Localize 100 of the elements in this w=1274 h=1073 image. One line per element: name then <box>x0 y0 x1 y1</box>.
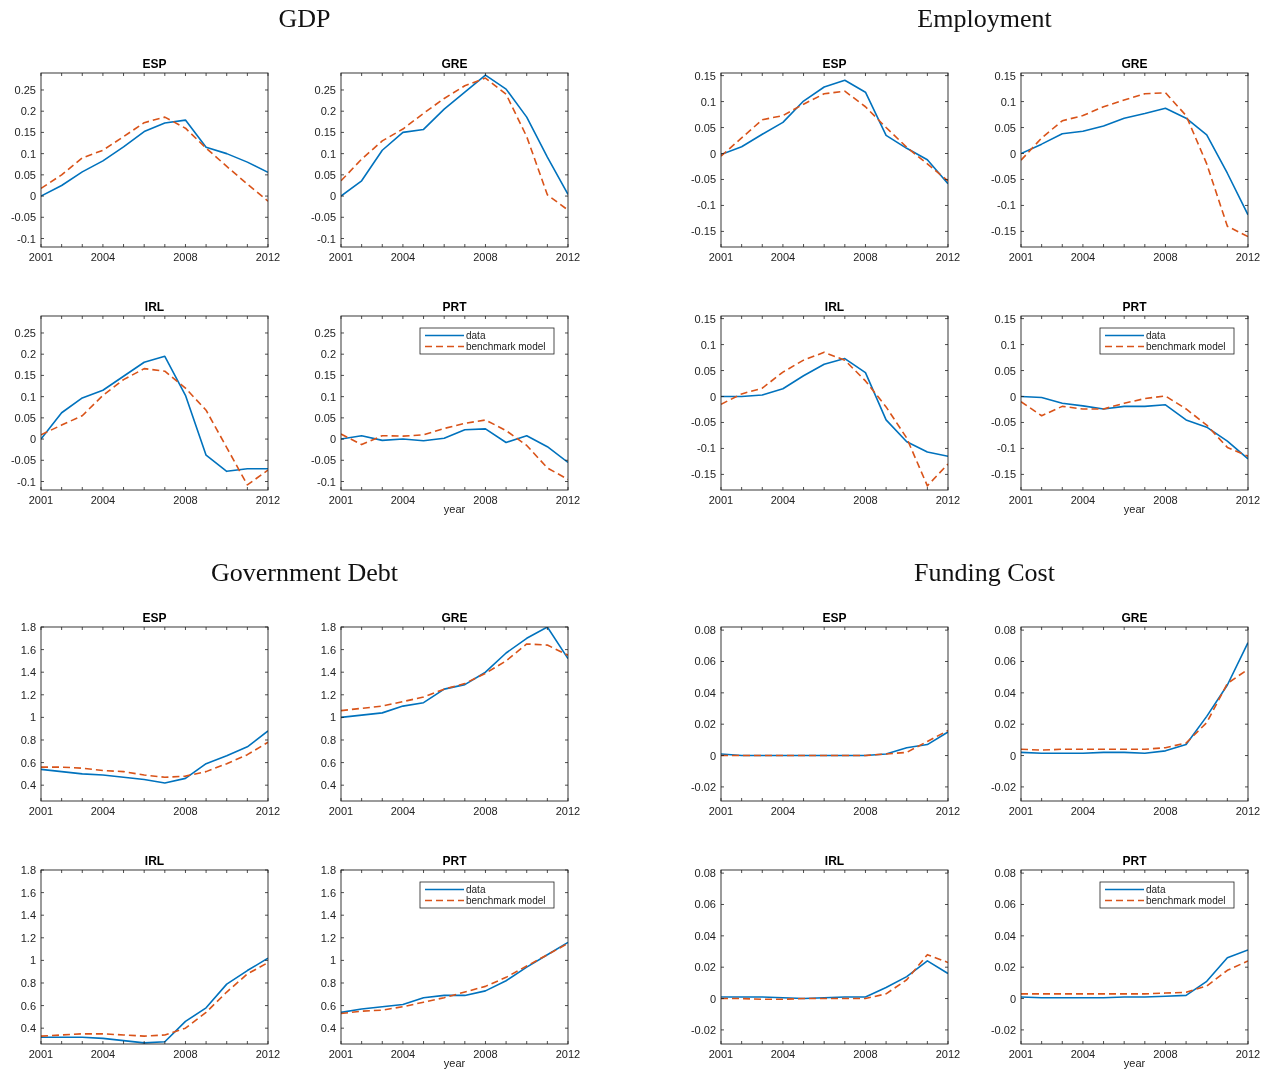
chart-title: GRE <box>441 611 468 625</box>
y-tick-label: -0.1 <box>997 442 1016 455</box>
x-axis-title: year <box>1123 503 1146 515</box>
y-tick-label: 1.2 <box>320 931 336 944</box>
y-tick-label: 0 <box>709 749 716 762</box>
line-series <box>41 741 268 779</box>
y-tick-label: 0.8 <box>320 733 336 746</box>
x-tick-label: 2004 <box>1070 1048 1096 1060</box>
x-tick-label: 2012 <box>935 251 961 263</box>
x-tick-label: 2001 <box>1008 805 1034 817</box>
line-series <box>721 960 948 1000</box>
line-series <box>341 643 568 712</box>
line-series <box>1021 91 1248 238</box>
y-tick-label: 0.05 <box>14 411 36 424</box>
y-tick-label: 0.15 <box>994 312 1016 325</box>
y-tick-label: 1.6 <box>320 643 336 656</box>
y-tick-label: 0.8 <box>20 733 36 746</box>
y-tick-label: 1 <box>29 954 36 967</box>
y-tick-label: 0.4 <box>20 1022 36 1035</box>
x-tick-label: 2008 <box>1153 805 1178 817</box>
y-tick-label: 0.05 <box>314 411 336 424</box>
chart-title: ESP <box>822 611 847 625</box>
y-tick-label: 0.08 <box>694 867 716 880</box>
y-tick-label: 0.15 <box>994 69 1016 82</box>
x-tick-label: 2008 <box>473 251 498 263</box>
y-tick-label: 0.1 <box>320 390 336 403</box>
y-tick-label: 1.8 <box>20 864 36 876</box>
y-tick-label: 0.1 <box>20 390 36 403</box>
y-tick-label: 1.4 <box>20 909 36 922</box>
y-tick-label: 0 <box>709 147 716 160</box>
x-tick-label: 2012 <box>555 251 581 263</box>
x-tick-label: 2004 <box>1070 251 1096 263</box>
chart-title: IRL <box>144 300 165 314</box>
x-tick-label: 2004 <box>90 805 116 817</box>
x-tick-label: 2001 <box>1008 251 1034 263</box>
y-tick-label: -0.15 <box>690 225 716 238</box>
y-tick-label: -0.15 <box>990 468 1016 481</box>
x-tick-label: 2001 <box>28 494 54 506</box>
chart-title: GRE <box>1121 611 1148 625</box>
legend-label: benchmark model <box>466 341 546 352</box>
y-tick-label: 0.04 <box>994 929 1016 942</box>
y-tick-label: -0.1 <box>697 199 716 212</box>
y-tick-label: 0 <box>29 190 36 203</box>
y-tick-label: 0.1 <box>320 147 336 160</box>
x-axis-title: year <box>443 503 466 515</box>
y-tick-label: 0.25 <box>314 326 336 339</box>
x-tick-label: 2001 <box>328 251 354 263</box>
y-tick-label: 0.2 <box>320 105 336 118</box>
text: Government Debt <box>210 558 399 587</box>
y-tick-label: -0.1 <box>697 442 716 455</box>
chart-title: ESP <box>142 611 167 625</box>
x-tick-label: 2008 <box>853 251 878 263</box>
line-series <box>1021 960 1248 995</box>
x-tick-label: 2001 <box>28 251 54 263</box>
x-tick-label: 2012 <box>935 805 961 817</box>
legend-label: data <box>466 884 486 895</box>
y-tick-label: 0.6 <box>320 999 336 1012</box>
y-tick-label: -0.05 <box>690 173 716 186</box>
x-axis-title: year <box>443 1057 466 1069</box>
x-tick-label: 2001 <box>28 1048 54 1060</box>
chart-title: GRE <box>441 57 468 71</box>
text: Employment <box>917 4 1053 33</box>
x-tick-label: 2012 <box>1235 494 1261 506</box>
line-series <box>341 428 568 464</box>
y-tick-label: 0.1 <box>700 338 716 351</box>
y-tick-label: 0.4 <box>20 779 36 792</box>
y-tick-label: 1.2 <box>20 688 36 701</box>
y-tick-label: 0.6 <box>20 756 36 769</box>
x-tick-label: 2012 <box>555 1048 581 1060</box>
x-tick-label: 2012 <box>555 494 581 506</box>
x-tick-label: 2004 <box>770 1048 796 1060</box>
y-tick-label: 0.25 <box>14 83 36 96</box>
y-tick-label: 0.05 <box>694 364 716 377</box>
x-tick-label: 2001 <box>328 494 354 506</box>
y-tick-label: 0.1 <box>700 95 716 108</box>
y-tick-label: 0.02 <box>994 961 1016 974</box>
x-tick-label: 2008 <box>173 805 198 817</box>
x-tick-label: 2001 <box>28 805 54 817</box>
y-tick-label: 0 <box>329 433 336 446</box>
y-tick-label: 0.2 <box>20 105 36 118</box>
x-tick-label: 2008 <box>1153 494 1178 506</box>
x-tick-label: 2001 <box>328 805 354 817</box>
y-tick-label: 0.08 <box>994 867 1016 880</box>
x-tick-label: 2008 <box>853 805 878 817</box>
y-tick-label: -0.05 <box>990 173 1016 186</box>
x-tick-label: 2012 <box>255 805 281 817</box>
chart-title: PRT <box>1122 300 1148 314</box>
y-tick-label: 0.25 <box>314 83 336 96</box>
y-tick-label: -0.1 <box>17 475 36 488</box>
chart-title: IRL <box>144 854 165 868</box>
y-tick-label: 0 <box>709 992 716 1005</box>
y-tick-label: 0 <box>1009 992 1016 1005</box>
legend-label: data <box>466 330 486 341</box>
y-tick-label: 1.8 <box>20 621 36 633</box>
y-tick-label: 0.05 <box>314 168 336 181</box>
y-tick-label: 1.4 <box>320 666 336 679</box>
x-tick-label: 2008 <box>173 494 198 506</box>
y-tick-label: 0.15 <box>314 369 336 382</box>
y-tick-label: 0.15 <box>14 126 36 139</box>
y-tick-label: 0.4 <box>320 1022 336 1035</box>
